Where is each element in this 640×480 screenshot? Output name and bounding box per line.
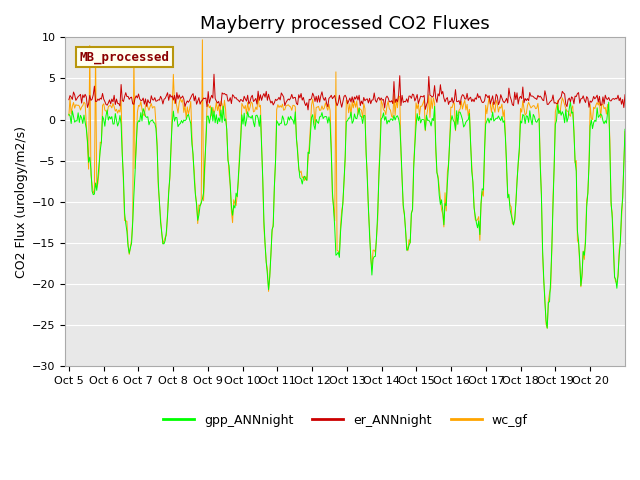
wc_gf bbox=[543, 325, 551, 331]
gpp_ANNnight bbox=[376, 147, 384, 153]
gpp_ANNnight bbox=[621, 126, 629, 132]
gpp_ANNnight bbox=[566, 99, 574, 105]
Line: gpp_ANNnight: gpp_ANNnight bbox=[69, 102, 625, 328]
er_ANNnight bbox=[405, 93, 413, 99]
wc_gf bbox=[65, 113, 73, 119]
gpp_ANNnight bbox=[403, 247, 411, 253]
er_ANNnight bbox=[239, 99, 247, 105]
Line: wc_gf: wc_gf bbox=[69, 40, 625, 328]
er_ANNnight bbox=[210, 72, 218, 77]
gpp_ANNnight bbox=[65, 111, 73, 117]
wc_gf bbox=[621, 129, 629, 134]
wc_gf bbox=[301, 178, 308, 183]
er_ANNnight bbox=[621, 92, 629, 97]
er_ANNnight bbox=[378, 97, 386, 103]
gpp_ANNnight bbox=[238, 112, 246, 118]
gpp_ANNnight bbox=[572, 168, 580, 174]
Line: er_ANNnight: er_ANNnight bbox=[69, 74, 625, 110]
wc_gf bbox=[475, 214, 483, 219]
gpp_ANNnight bbox=[543, 325, 551, 331]
Title: Mayberry processed CO2 Fluxes: Mayberry processed CO2 Fluxes bbox=[200, 15, 490, 33]
Legend: gpp_ANNnight, er_ANNnight, wc_gf: gpp_ANNnight, er_ANNnight, wc_gf bbox=[157, 409, 532, 432]
er_ANNnight bbox=[301, 100, 308, 106]
er_ANNnight bbox=[65, 97, 73, 103]
Text: MB_processed: MB_processed bbox=[79, 50, 170, 64]
wc_gf bbox=[572, 158, 580, 164]
Y-axis label: CO2 Flux (urology/m2/s): CO2 Flux (urology/m2/s) bbox=[15, 126, 28, 278]
er_ANNnight bbox=[476, 93, 484, 99]
er_ANNnight bbox=[304, 107, 312, 113]
wc_gf bbox=[378, 97, 385, 103]
er_ANNnight bbox=[572, 94, 580, 99]
gpp_ANNnight bbox=[300, 175, 307, 181]
wc_gf bbox=[198, 37, 206, 43]
gpp_ANNnight bbox=[474, 225, 481, 231]
wc_gf bbox=[404, 248, 412, 253]
wc_gf bbox=[239, 103, 247, 109]
